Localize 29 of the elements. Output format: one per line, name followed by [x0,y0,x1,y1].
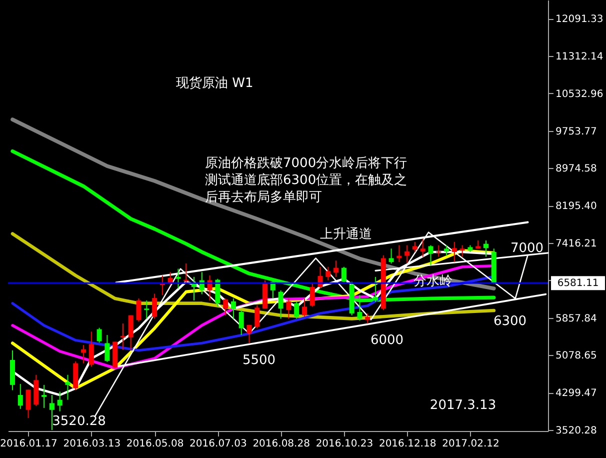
annotation: 3520.28 [52,414,106,429]
y-tick-label: 3520.28 [556,426,597,437]
y-tick-label: 10532.96 [556,88,604,100]
annotation: 5500 [242,353,276,368]
y-tick-label: 5857.84 [556,313,597,324]
x-tick-label: 2016.12.18 [378,438,436,450]
annotation: 6300 [493,314,527,329]
y-tick-label: 9753.77 [556,126,597,138]
text: 现货原油 W1 [176,76,254,91]
annotation: 2017.3.13 [430,398,496,413]
y-tick-label: 5078.65 [556,350,597,362]
y-tick-label: 11312.14 [556,52,604,63]
y-tick-label: 8974.58 [556,164,597,175]
annotation: 6000 [370,333,404,348]
y-tick-label: 12091.33 [556,14,604,26]
x-tick-label: 2016.01.17 [0,438,58,450]
y-tick-label: 8195.40 [556,201,597,212]
annotation: 原油价格跌破7000分水岭后将下行测试通道底部6300位置，在触及之后再去布局多单即可 [205,156,408,205]
x-tick-label: 2016.10.23 [316,438,374,450]
annotation: 上升通道 [320,227,372,242]
annotation: 7000 [510,241,544,256]
y-tick-label: 7416.21 [556,238,597,250]
x-tick-label: 2016.05.08 [126,438,184,450]
x-tick-label: 2017.02.12 [442,438,500,450]
y-tick-label: 4299.47 [556,388,597,400]
x-tick-label: 2016.08.28 [252,438,310,450]
x-tick-label: 2016.07.03 [190,438,247,450]
ref-line-label: 6581.11 [557,278,599,290]
x-tick-label: 2016.03.13 [63,438,121,450]
